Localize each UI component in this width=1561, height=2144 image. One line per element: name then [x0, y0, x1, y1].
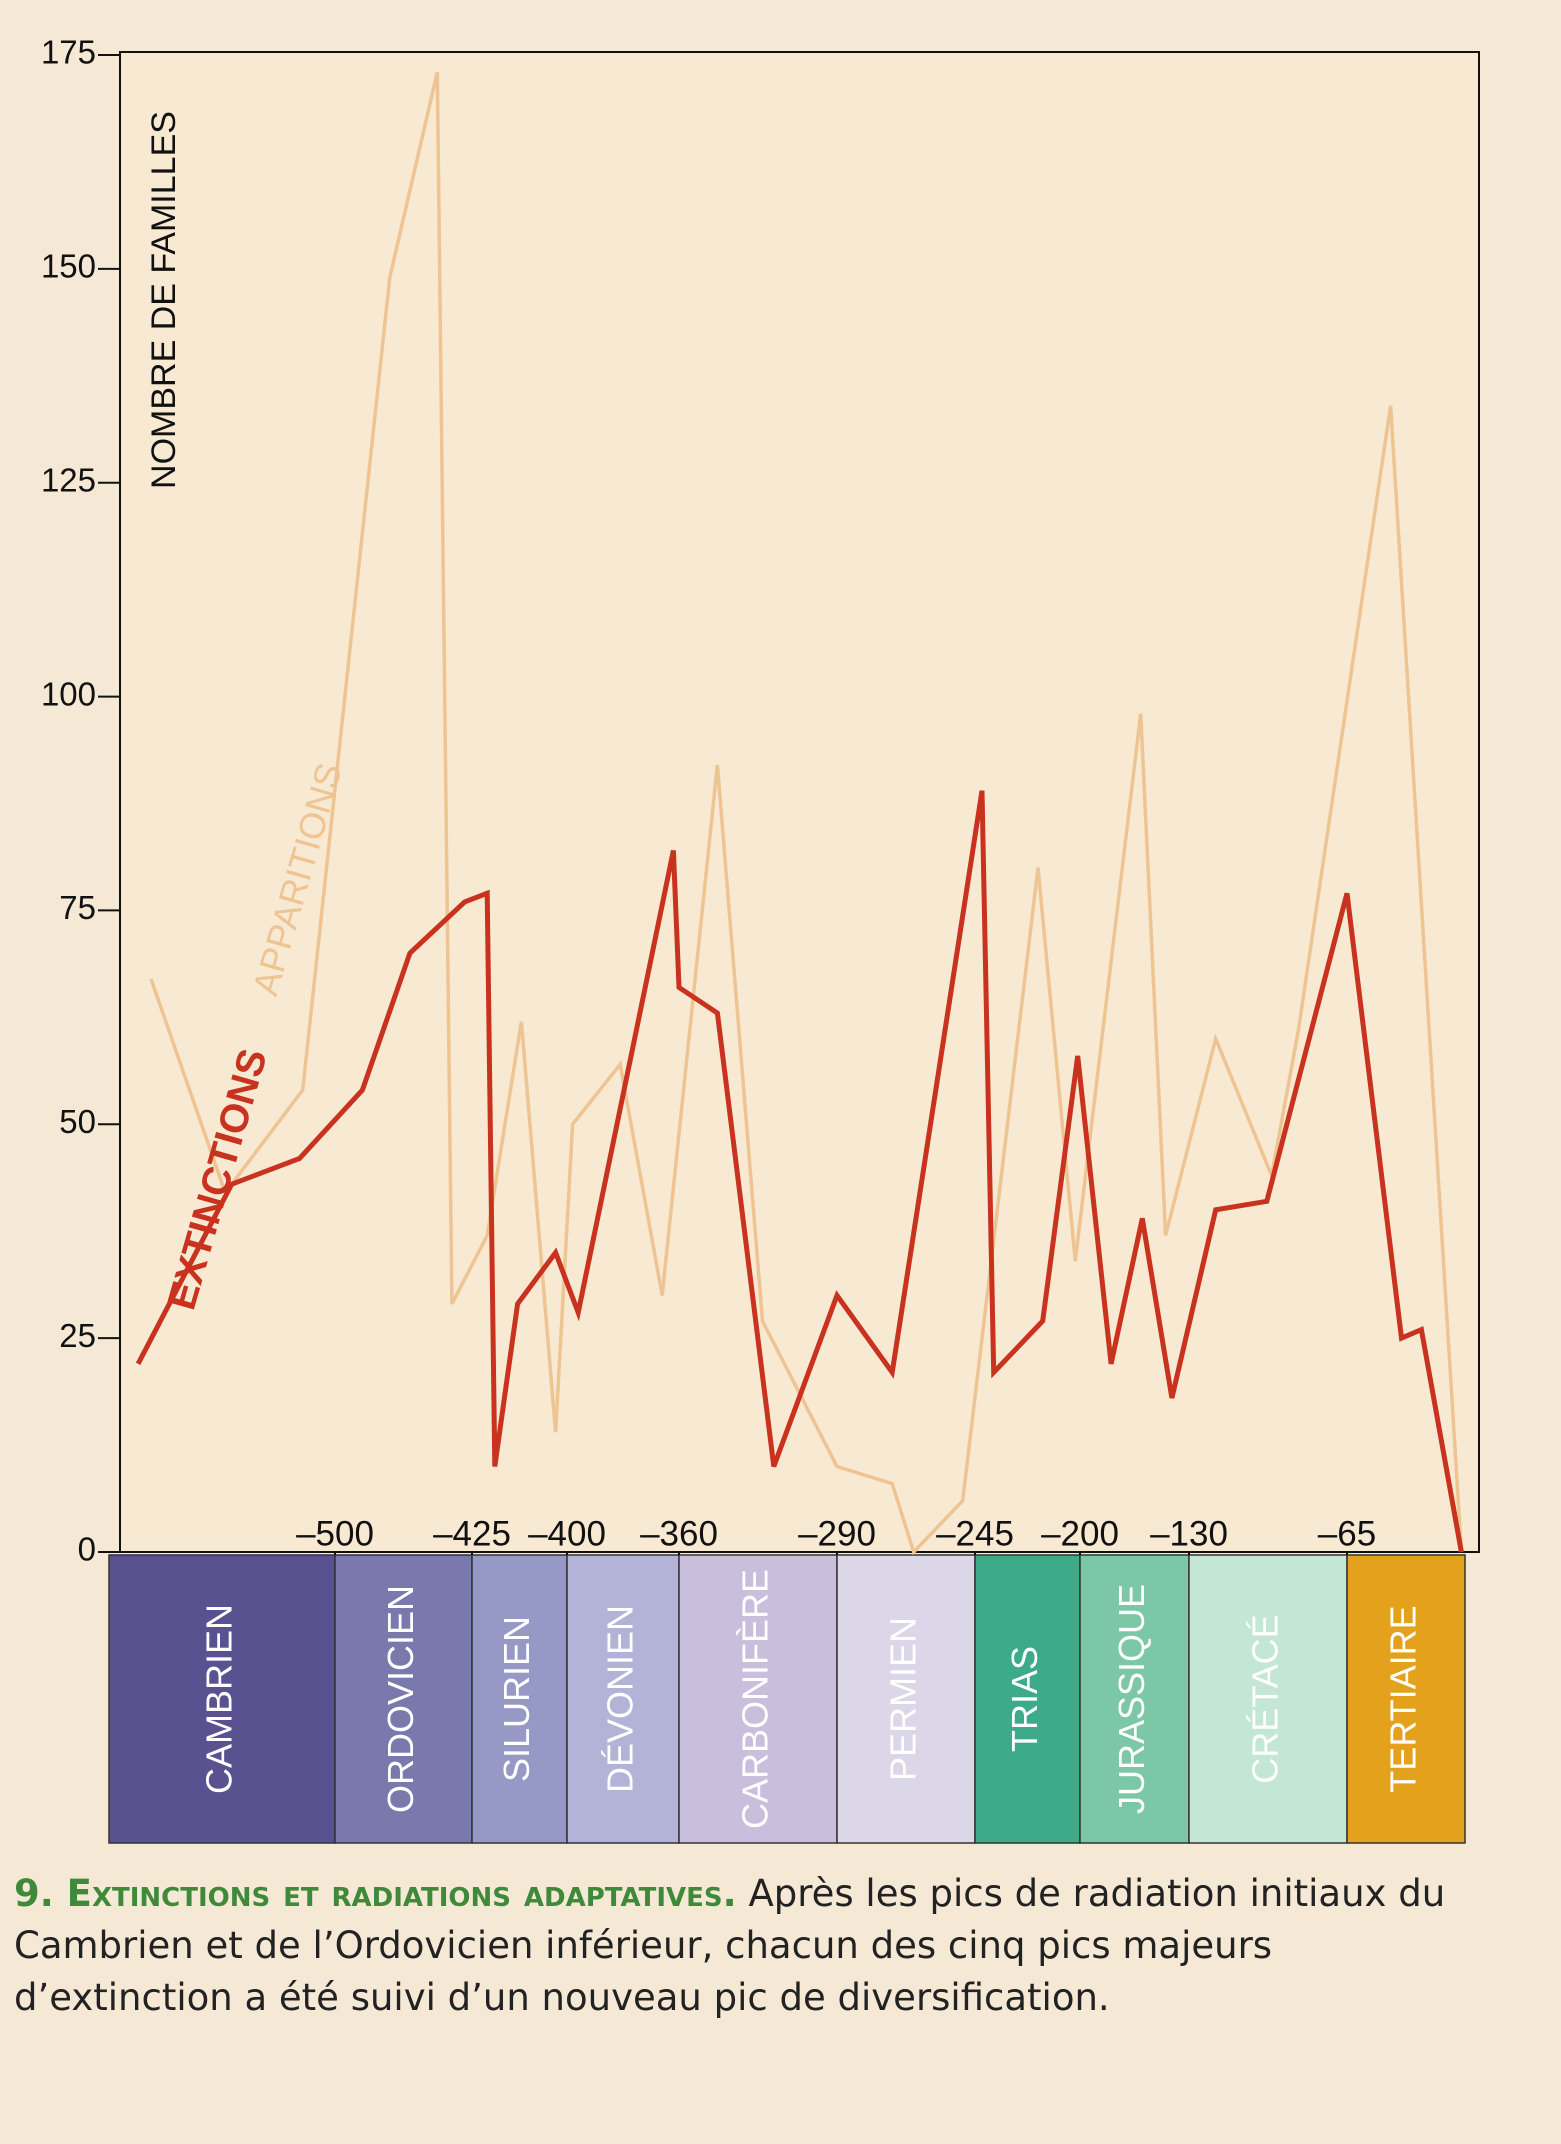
x-tick-label: –130	[1150, 1514, 1228, 1553]
y-tick-label: 175	[41, 34, 96, 71]
period-label: TERTIAIRE	[1383, 1605, 1424, 1792]
period-label: CARBONIFÈRE	[735, 1569, 776, 1829]
period-label: DÉVONIEN	[600, 1605, 641, 1793]
chart: NOMBRE DE FAMILLES CAMBRIEN ORDOVICIEN SIL…	[41, 34, 1480, 1844]
x-tick-label: –245	[936, 1514, 1014, 1553]
period-band	[1079, 1554, 1190, 1844]
period-band	[334, 1554, 473, 1844]
series-line	[149, 71, 1464, 1556]
plot-area	[119, 51, 1480, 1553]
caption: 9. Extinctions et radiations adaptatives…	[14, 1868, 1484, 2024]
x-tick-label: –200	[1041, 1514, 1119, 1553]
x-tick-label: –425	[433, 1514, 511, 1553]
period-band	[974, 1554, 1081, 1844]
period-label: ORDOVICIEN	[380, 1585, 421, 1813]
x-tick-label: –290	[798, 1514, 876, 1553]
caption-text: Après les pics de radiation initiaux du …	[14, 1872, 1446, 2019]
period-label: TRIAS	[1004, 1646, 1045, 1752]
series-line	[135, 790, 1464, 1553]
y-tick-label: 50	[59, 1103, 96, 1140]
y-tick-label: 25	[59, 1317, 96, 1354]
period-band	[108, 1554, 336, 1844]
y-tick-label: 150	[41, 248, 96, 285]
period-band	[1346, 1554, 1466, 1844]
period-band	[836, 1554, 976, 1844]
y-tick-label: 0	[78, 1531, 96, 1568]
y-tick-label: 75	[59, 889, 96, 926]
period-label: CRÉTACÉ	[1245, 1614, 1286, 1783]
period-label: CAMBRIEN	[199, 1604, 240, 1794]
period-band	[566, 1554, 680, 1844]
x-tick-label: –65	[1318, 1514, 1376, 1553]
x-tick-label: –400	[528, 1514, 606, 1553]
period-label: PERMIEN	[883, 1617, 924, 1781]
y-tick-label: 100	[41, 675, 96, 712]
x-tick-label: –500	[296, 1514, 374, 1553]
caption-label: 9. Extinctions et radiations adaptatives…	[14, 1872, 737, 1915]
period-band	[471, 1554, 568, 1844]
period-label: JURASSIQUE	[1111, 1584, 1152, 1814]
y-tick-label: 125	[41, 461, 96, 498]
y-axis-label: NOMBRE DE FAMILLES	[145, 111, 183, 489]
x-tick-label: –360	[640, 1514, 718, 1553]
period-label: SILURIEN	[496, 1616, 537, 1782]
period-band	[1188, 1554, 1348, 1844]
period-band	[678, 1554, 838, 1844]
